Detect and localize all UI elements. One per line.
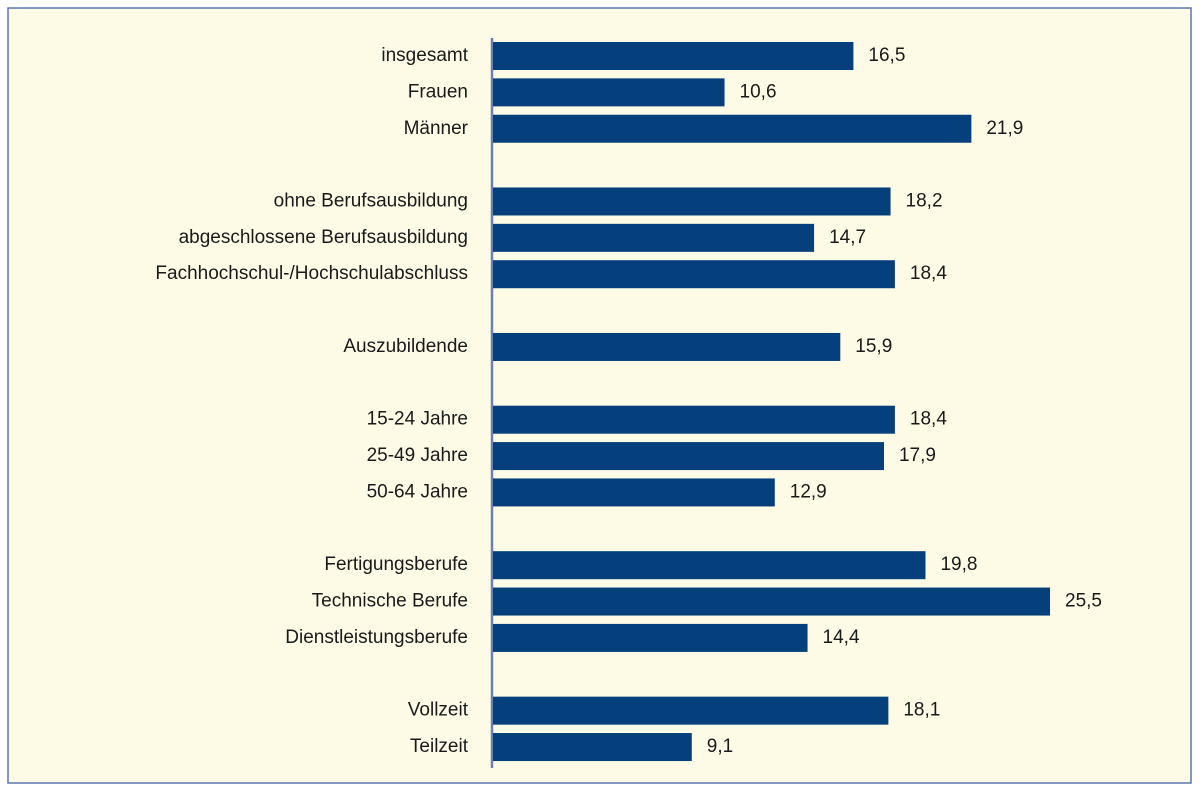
value-label: 14,7 — [829, 227, 866, 248]
bar — [493, 696, 889, 725]
category-label: Technische Berufe — [312, 591, 468, 612]
value-label: 15,9 — [855, 336, 892, 357]
bar — [493, 223, 815, 252]
bar — [493, 42, 854, 70]
value-label: 19,8 — [940, 554, 977, 575]
category-label: Vollzeit — [408, 700, 469, 721]
category-label: Fertigungsberufe — [324, 554, 468, 575]
category-label: Teilzeit — [410, 736, 469, 757]
bar — [493, 587, 1050, 616]
value-label: 9,1 — [707, 736, 733, 757]
value-label: 18,4 — [910, 263, 947, 284]
bar — [493, 78, 725, 107]
value-label: 12,9 — [790, 481, 827, 502]
value-label: 10,6 — [740, 81, 777, 102]
bar — [493, 187, 891, 216]
category-label: Frauen — [408, 81, 468, 102]
category-label: 25-49 Jahre — [367, 445, 468, 466]
category-label: abgeschlossene Berufsausbildung — [179, 227, 468, 248]
bar — [493, 478, 775, 507]
bar — [493, 405, 895, 434]
bar — [493, 114, 972, 143]
category-label: Fachhochschul-/Hochschulabschluss — [155, 263, 468, 284]
value-label: 18,2 — [906, 190, 943, 211]
category-label: insgesamt — [381, 45, 468, 66]
category-label: 15-24 Jahre — [367, 409, 468, 430]
bar — [493, 551, 926, 580]
bar — [493, 332, 841, 361]
category-label: Auszubildende — [343, 336, 468, 357]
bar — [493, 733, 692, 762]
value-label: 21,9 — [986, 118, 1023, 139]
category-label: Dienstleistungsberufe — [285, 627, 468, 648]
value-label: 18,1 — [903, 700, 940, 721]
value-label: 18,4 — [910, 409, 947, 430]
value-label: 25,5 — [1065, 591, 1102, 612]
bar — [493, 623, 808, 652]
value-label: 14,4 — [823, 627, 860, 648]
category-label: Männer — [404, 118, 469, 139]
bar — [493, 442, 884, 471]
bar — [493, 260, 895, 289]
value-label: 17,9 — [899, 445, 936, 466]
category-label: 50-64 Jahre — [367, 481, 468, 502]
value-label: 16,5 — [868, 45, 905, 66]
category-label: ohne Berufsausbildung — [274, 190, 468, 211]
